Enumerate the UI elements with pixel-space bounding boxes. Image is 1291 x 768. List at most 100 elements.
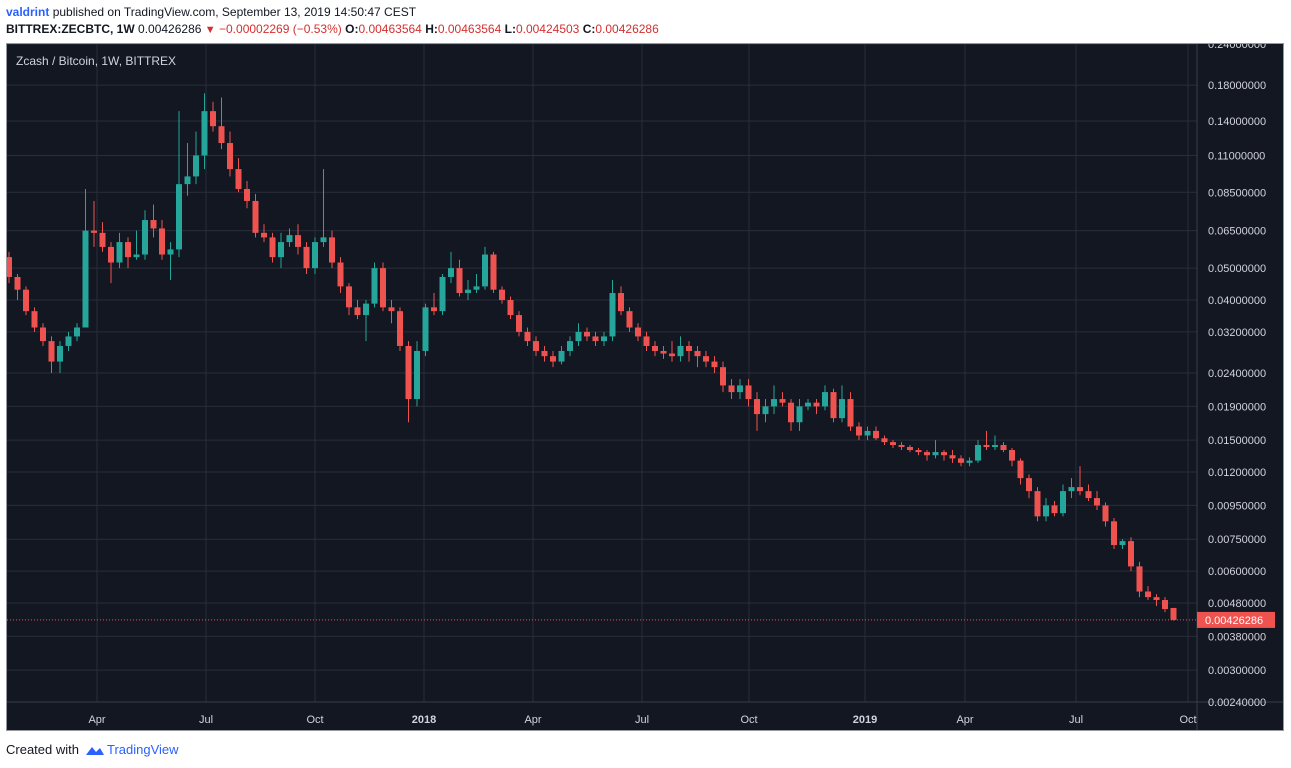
- price-tick-label: 0.00480000: [1208, 598, 1266, 610]
- candle-body: [992, 444, 998, 447]
- candle-body: [227, 143, 233, 170]
- candle: [108, 242, 114, 284]
- price-tick-label: 0.11000000: [1208, 150, 1265, 162]
- candle-body: [745, 385, 752, 400]
- price-tick-label: 0.00300000: [1208, 665, 1266, 677]
- candle: [720, 361, 726, 393]
- down-arrow-icon: ▼: [204, 24, 216, 36]
- candle-body: [890, 442, 896, 445]
- candle: [652, 341, 658, 357]
- candle: [643, 331, 650, 351]
- candle-body: [907, 446, 913, 451]
- candle: [23, 286, 29, 316]
- candle-body: [414, 350, 420, 400]
- candle-body: [363, 303, 369, 316]
- candle-body: [915, 450, 922, 453]
- time-tick-label: Oct: [740, 714, 757, 726]
- candle: [218, 97, 225, 150]
- candle: [881, 435, 888, 445]
- candle: [567, 336, 573, 357]
- candle: [1111, 517, 1117, 550]
- candle-body: [210, 111, 216, 127]
- candle: [176, 111, 182, 258]
- candle-body: [286, 235, 293, 243]
- candle: [456, 259, 463, 297]
- candle-body: [125, 242, 131, 258]
- candle: [575, 323, 582, 346]
- price-tick-label: 0.06500000: [1208, 226, 1266, 238]
- time-tick-label: 2018: [412, 714, 436, 726]
- tradingview-logo[interactable]: TradingView: [83, 742, 179, 757]
- candle: [958, 455, 964, 467]
- candle-body: [864, 430, 871, 436]
- candle: [167, 242, 174, 281]
- candle-body: [337, 262, 344, 287]
- candle-body: [380, 268, 386, 308]
- open-label: O:: [345, 22, 359, 36]
- last-price-marker: 0.00426286: [7, 611, 1275, 628]
- candle-body: [737, 385, 743, 393]
- candle: [1136, 561, 1143, 598]
- candle-body: [7, 257, 12, 277]
- candle: [320, 169, 327, 247]
- symbol-info: BITTREX:ZECBTC, 1W 0.00426286 ▼ −0.00002…: [6, 22, 659, 36]
- candle: [754, 392, 760, 431]
- candle-body: [499, 289, 505, 301]
- candle: [499, 286, 505, 304]
- time-axis[interactable]: Apr Jul Oct 2018 Apr Jul Oct 2019 Apr Jul Oct: [88, 714, 1196, 726]
- candle: [941, 450, 947, 461]
- candle: [864, 426, 871, 441]
- candle-body: [133, 254, 140, 258]
- candle: [235, 158, 242, 193]
- candle-body: [1009, 450, 1015, 461]
- author-link[interactable]: valdrint: [6, 5, 50, 19]
- time-tick-label: Apr: [956, 714, 973, 726]
- candle-body: [23, 289, 29, 312]
- last-price: 0.00426286: [138, 22, 202, 36]
- candle-body: [1068, 487, 1075, 492]
- candle-body: [830, 392, 837, 419]
- low-label: L:: [504, 22, 516, 36]
- candle-body: [762, 406, 769, 415]
- footer: Created with TradingView: [6, 742, 179, 757]
- candle: [932, 440, 939, 459]
- candle-body: [1085, 491, 1092, 499]
- price-tick-label: 0.00380000: [1208, 631, 1266, 643]
- candle: [227, 131, 233, 177]
- candlestick-chart[interactable]: 0.24000000 0.18000000 0.14000000 0.11000000…: [7, 44, 1283, 730]
- candle-body: [669, 353, 675, 357]
- candle: [201, 93, 208, 170]
- price-axis[interactable]: 0.24000000 0.18000000 0.14000000 0.11000000…: [1208, 44, 1266, 709]
- candle-body: [601, 336, 607, 342]
- candle: [422, 303, 429, 357]
- candle-body: [431, 307, 437, 312]
- candle-body: [82, 230, 89, 328]
- candle: [737, 379, 743, 400]
- candle: [541, 345, 548, 362]
- candle: [601, 331, 607, 346]
- candle-body: [244, 188, 250, 201]
- candle-body: [958, 458, 964, 463]
- candle-body: [609, 293, 616, 337]
- candle: [1026, 474, 1032, 499]
- candle: [465, 280, 471, 301]
- candle-body: [1094, 498, 1100, 506]
- candle-body: [57, 345, 63, 362]
- candle: [796, 399, 803, 431]
- candle: [584, 327, 590, 342]
- candle-body: [193, 155, 199, 177]
- candle-body: [626, 311, 633, 328]
- candle: [269, 232, 276, 263]
- candle-body: [550, 356, 556, 362]
- candle-body: [983, 444, 990, 447]
- time-tick-label: Apr: [88, 714, 105, 726]
- candle: [626, 307, 633, 332]
- candle: [1162, 597, 1168, 613]
- candle-body: [1162, 600, 1168, 610]
- candle-body: [405, 345, 412, 400]
- candle-body: [354, 307, 361, 316]
- candle-body: [839, 399, 845, 419]
- price-tick-label: 0.18000000: [1208, 80, 1266, 92]
- candle: [354, 300, 361, 320]
- candle-body: [618, 293, 624, 312]
